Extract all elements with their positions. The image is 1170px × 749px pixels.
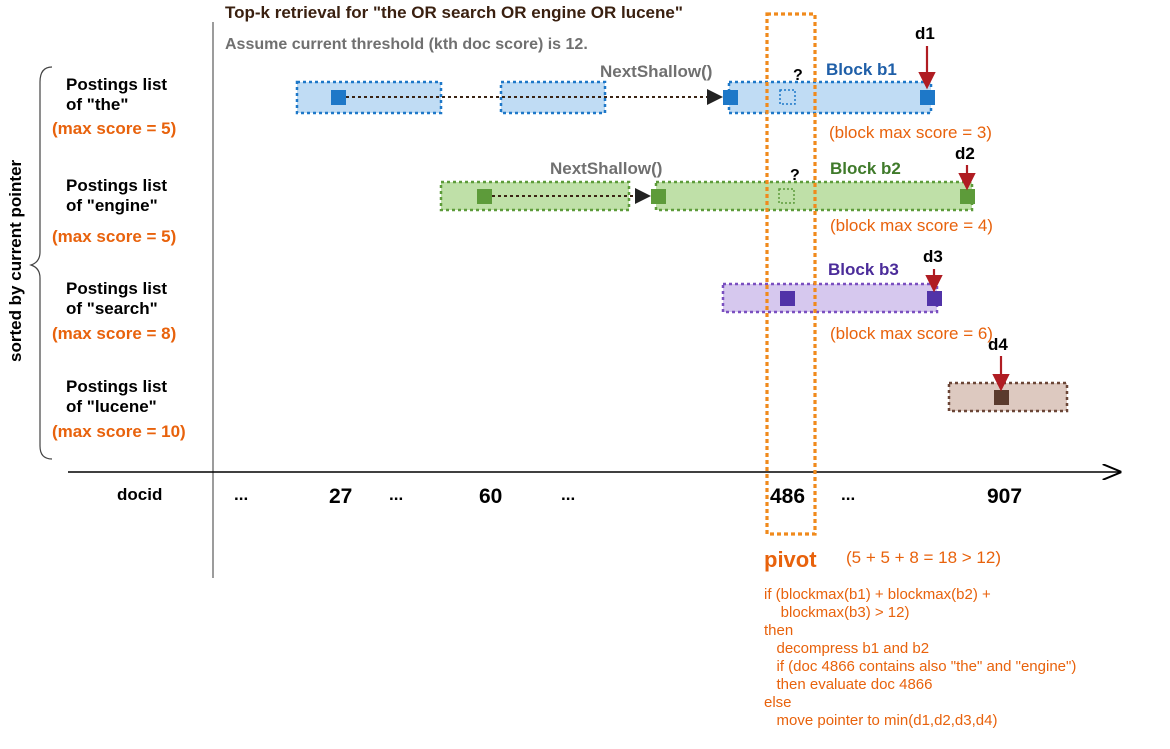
block-b2-max: (block max score = 4) bbox=[830, 216, 993, 235]
code-line: then evaluate doc 4866 bbox=[764, 676, 932, 693]
tick-label: 907 bbox=[987, 485, 1022, 508]
svg-text:Postings list: Postings list bbox=[66, 176, 167, 195]
postings-label-lucene: Postings list of "lucene" (max score = 1… bbox=[52, 377, 186, 441]
svg-text:(max score = 5): (max score = 5) bbox=[52, 227, 176, 246]
pivot-sum: (5 + 5 + 8 = 18 > 12) bbox=[846, 548, 1001, 567]
row-the: NextShallow() ? Block b1 (block max scor… bbox=[295, 24, 992, 142]
curly-brace bbox=[29, 66, 53, 460]
posting-square bbox=[723, 90, 738, 105]
code-line: if (blockmax(b1) + blockmax(b2) + bbox=[764, 586, 991, 603]
svg-text:of "the": of "the" bbox=[66, 95, 128, 114]
postings-label-the: Postings list of "the" (max score = 5) bbox=[52, 75, 176, 138]
code-line: then bbox=[764, 622, 793, 639]
posting-square bbox=[927, 291, 942, 306]
diagram-title: Top-k retrieval for "the OR search OR en… bbox=[225, 3, 683, 22]
row-engine: NextShallow() ? Block b2 (block max scor… bbox=[439, 144, 993, 235]
code-line: decompress b1 and b2 bbox=[764, 640, 929, 657]
block-b3 bbox=[721, 282, 939, 314]
row-lucene: d4 bbox=[947, 335, 1069, 413]
svg-text:Postings list: Postings list bbox=[66, 377, 167, 396]
pseudocode: if (blockmax(b1) + blockmax(b2) + blockm… bbox=[764, 586, 1076, 729]
row-search: Block b3 (block max score = 6) d3 bbox=[721, 247, 993, 343]
block-b2-label: Block b2 bbox=[830, 159, 901, 178]
posting-square bbox=[994, 390, 1009, 405]
tick-label: 486 bbox=[770, 485, 805, 508]
block-the-1 bbox=[295, 80, 443, 115]
code-line: if (doc 4866 contains also "the" and "en… bbox=[764, 658, 1076, 675]
posting-square bbox=[920, 90, 935, 105]
candidate-square bbox=[778, 188, 795, 204]
svg-text:Postings list: Postings list bbox=[66, 279, 167, 298]
tick-label: ... bbox=[561, 485, 575, 504]
tick-label: ... bbox=[234, 485, 248, 504]
posting-square bbox=[331, 90, 346, 105]
block-b1-label: Block b1 bbox=[826, 60, 897, 79]
code-line: else bbox=[764, 694, 792, 711]
svg-text:(max score = 5): (max score = 5) bbox=[52, 119, 176, 138]
svg-text:of "search": of "search" bbox=[66, 299, 158, 318]
doc-label-d2: d2 bbox=[955, 144, 975, 163]
svg-text:of "lucene": of "lucene" bbox=[66, 397, 157, 416]
doc-label-d1: d1 bbox=[915, 24, 935, 43]
diagram-subtitle: Assume current threshold (kth doc score)… bbox=[225, 36, 588, 53]
tick-label: ... bbox=[841, 485, 855, 504]
question-mark: ? bbox=[793, 67, 803, 84]
posting-square bbox=[960, 189, 975, 204]
pivot-label: pivot bbox=[764, 547, 817, 572]
block-b3-label: Block b3 bbox=[828, 260, 899, 279]
block-b1-max: (block max score = 3) bbox=[829, 123, 992, 142]
svg-text:(max score = 10): (max score = 10) bbox=[52, 422, 186, 441]
tick-label: ... bbox=[389, 485, 403, 504]
postings-label-engine: Postings list of "engine" (max score = 5… bbox=[52, 176, 176, 246]
block-b1 bbox=[727, 80, 933, 115]
doc-label-d3: d3 bbox=[923, 247, 943, 266]
candidate-square bbox=[779, 89, 796, 105]
axis-ticks: ... 27 ... 60 ... 486 ... 907 bbox=[234, 485, 1022, 508]
posting-square bbox=[780, 291, 795, 306]
pivot-column bbox=[765, 12, 817, 536]
doc-label-d4: d4 bbox=[988, 335, 1008, 354]
side-label: sorted by current pointer bbox=[6, 159, 25, 362]
svg-text:(max score = 8): (max score = 8) bbox=[52, 324, 176, 343]
posting-square bbox=[477, 189, 492, 204]
postings-label-search: Postings list of "search" (max score = 8… bbox=[52, 279, 176, 343]
svg-text:Postings list: Postings list bbox=[66, 75, 167, 94]
code-line: blockmax(b3) > 12) bbox=[764, 604, 909, 621]
axis-label: docid bbox=[117, 485, 162, 504]
next-shallow-label: NextShallow() bbox=[550, 159, 662, 178]
next-shallow-label: NextShallow() bbox=[600, 62, 712, 81]
block-b3-max: (block max score = 6) bbox=[830, 324, 993, 343]
code-line: move pointer to min(d1,d2,d3,d4) bbox=[764, 712, 997, 729]
posting-square bbox=[651, 189, 666, 204]
question-mark: ? bbox=[790, 167, 800, 184]
svg-text:of "engine": of "engine" bbox=[66, 196, 158, 215]
tick-label: 60 bbox=[479, 485, 502, 508]
tick-label: 27 bbox=[329, 485, 352, 508]
